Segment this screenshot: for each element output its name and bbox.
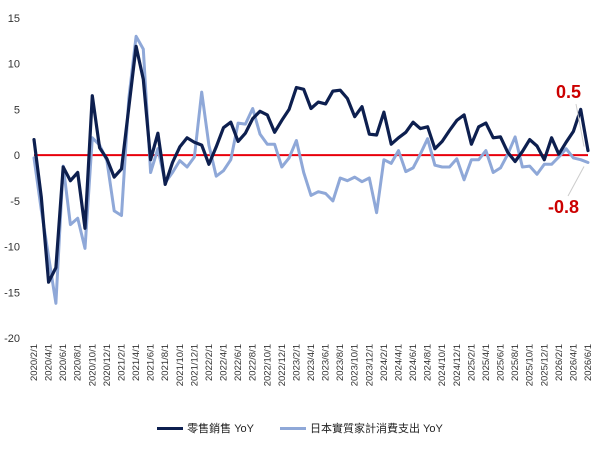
legend-label-household-spending: 日本實質家計消費支出 YoY xyxy=(310,423,443,435)
x-tick-label: 2026/6/1 xyxy=(583,344,594,381)
y-tick-label: -15 xyxy=(4,287,20,299)
x-tick-label: 2023/2/1 xyxy=(291,344,302,381)
x-tick-label: 2024/2/1 xyxy=(379,344,390,381)
x-tick-label: 2020/6/1 xyxy=(58,344,69,381)
x-tick-label: 2025/2/1 xyxy=(466,344,477,381)
x-tick-label: 2023/8/1 xyxy=(335,344,346,381)
x-tick-label: 2022/12/1 xyxy=(277,344,288,386)
x-tick-label: 2024/12/1 xyxy=(452,344,463,386)
x-tick-label: 2025/12/1 xyxy=(539,344,550,386)
x-tick-label: 2020/12/1 xyxy=(102,344,113,386)
x-axis-ticks: 2020/2/1 2020/4/1 2020/6/1 2020/8/1 2020/10/… xyxy=(29,344,594,386)
series-line-household-spending xyxy=(32,34,590,305)
annotation-retail-sales-latest: 0.5 xyxy=(556,82,581,102)
end-value-annotations: 0.5 -0.8 xyxy=(548,82,585,217)
x-tick-label: 2022/8/1 xyxy=(248,344,259,381)
x-tick-label: 2022/4/1 xyxy=(219,344,230,381)
y-tick-label: 15 xyxy=(8,13,20,25)
x-tick-label: 2023/4/1 xyxy=(306,344,317,381)
x-tick-label: 2023/12/1 xyxy=(364,344,375,386)
y-tick-label: -10 xyxy=(4,242,20,254)
x-tick-label: 2020/4/1 xyxy=(44,344,55,381)
series-line-retail-sales xyxy=(32,44,590,284)
x-tick-label: 2021/2/1 xyxy=(116,344,127,381)
legend-swatch-retail-sales xyxy=(157,426,184,430)
legend-item-household-spending: 日本實質家計消費支出 YoY xyxy=(280,420,443,436)
line-chart: 15 10 5 0 -5 -10 -15 -20 2020/2/1 2020/4/1 2020/6… xyxy=(4,13,594,386)
legend: 零售銷售 YoY 日本實質家計消費支出 YoY xyxy=(0,420,600,436)
x-tick-label: 2024/10/1 xyxy=(437,344,448,386)
x-tick-label: 2026/2/1 xyxy=(554,344,565,381)
y-tick-label: 0 xyxy=(14,150,20,162)
x-tick-label: 2024/8/1 xyxy=(423,344,434,381)
annotation-household-spending-latest: -0.8 xyxy=(548,197,579,217)
x-tick-label: 2025/10/1 xyxy=(525,344,536,386)
x-tick-label: 2024/4/1 xyxy=(393,344,404,381)
x-tick-label: 2020/10/1 xyxy=(87,344,98,386)
x-tick-label: 2025/6/1 xyxy=(496,344,507,381)
y-tick-label: -20 xyxy=(4,333,20,345)
x-tick-label: 2022/10/1 xyxy=(262,344,273,386)
legend-item-retail-sales: 零售銷售 YoY xyxy=(157,420,254,436)
x-tick-label: 2025/4/1 xyxy=(481,344,492,381)
y-tick-label: -5 xyxy=(10,196,20,208)
x-tick-label: 2022/6/1 xyxy=(233,344,244,381)
legend-label-retail-sales: 零售銷售 YoY xyxy=(187,423,254,435)
annotation-household-spending-leader xyxy=(567,166,585,197)
x-tick-label: 2020/8/1 xyxy=(73,344,84,381)
y-tick-label: 10 xyxy=(8,59,20,71)
x-tick-label: 2021/8/1 xyxy=(160,344,171,381)
y-axis-ticks: 15 10 5 0 -5 -10 -15 -20 xyxy=(4,13,20,345)
x-tick-label: 2023/6/1 xyxy=(321,344,332,381)
x-tick-label: 2024/6/1 xyxy=(408,344,419,381)
x-tick-label: 2026/4/1 xyxy=(568,344,579,381)
series-lines xyxy=(32,34,590,305)
x-tick-label: 2021/4/1 xyxy=(131,344,142,381)
legend-swatch-household-spending xyxy=(280,426,306,430)
x-tick-label: 2020/2/1 xyxy=(29,344,40,381)
x-tick-label: 2023/10/1 xyxy=(350,344,361,386)
x-tick-label: 2022/2/1 xyxy=(204,344,215,381)
y-tick-label: 5 xyxy=(14,104,20,116)
x-tick-label: 2021/10/1 xyxy=(175,344,186,386)
annotation-retail-sales-leader xyxy=(575,103,585,147)
x-tick-label: 2021/12/1 xyxy=(189,344,200,386)
x-tick-label: 2025/8/1 xyxy=(510,344,521,381)
x-tick-label: 2021/6/1 xyxy=(146,344,157,381)
